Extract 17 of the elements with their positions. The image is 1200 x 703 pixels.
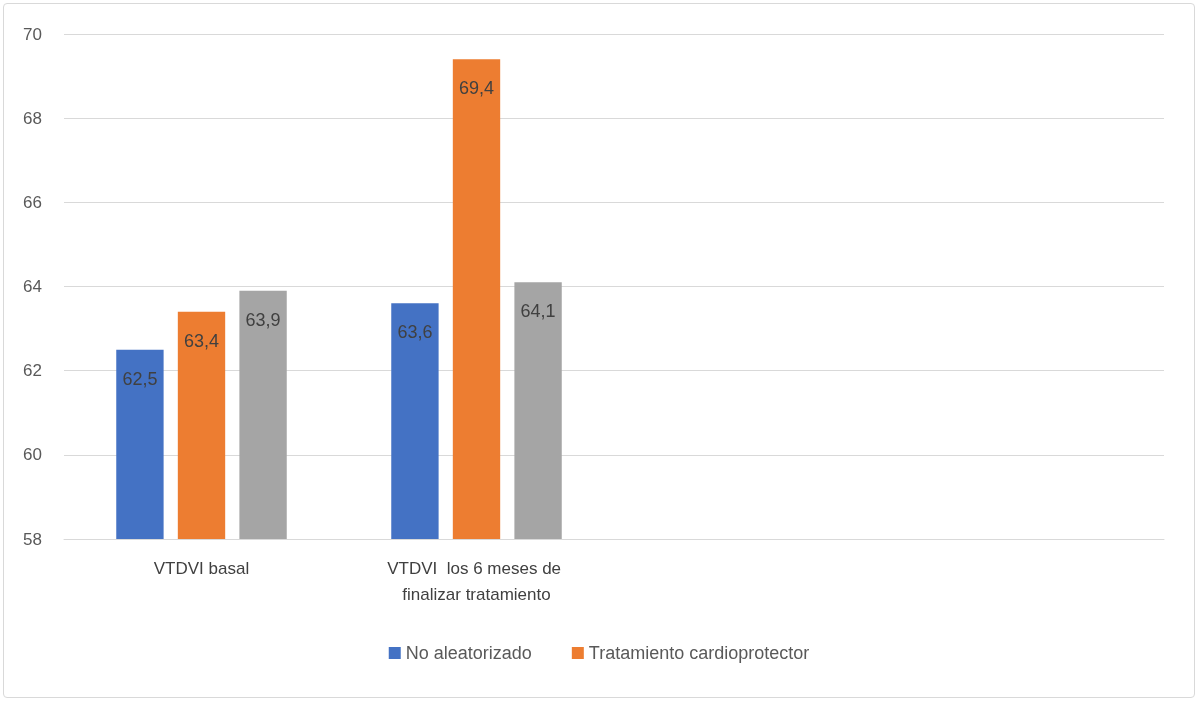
y-tick-label: 68 — [23, 108, 42, 128]
data-label: 64,1 — [520, 301, 556, 322]
data-label: 62,5 — [122, 368, 158, 389]
data-label: 63,6 — [397, 322, 433, 343]
y-tick-label: 66 — [23, 192, 42, 212]
x-tick-label: VTDVI basal — [153, 558, 250, 578]
y-tick-label: 64 — [23, 277, 42, 296]
data-label: 69,4 — [458, 78, 495, 99]
y-tick-label: 58 — [23, 529, 42, 549]
legend-label: No aleatorizado — [405, 643, 532, 663]
legend-label: Tratamiento cardioprotector — [588, 643, 810, 663]
y-tick-label: 60 — [23, 445, 42, 465]
x-tick-label: VTDVI los 6 meses de finalizar tratamiento — [387, 558, 566, 604]
y-tick-label: 70 — [23, 24, 42, 44]
y-tick-label: 62 — [23, 361, 42, 381]
data-label: 63,4 — [183, 330, 220, 351]
data-label: 63,9 — [245, 309, 281, 330]
